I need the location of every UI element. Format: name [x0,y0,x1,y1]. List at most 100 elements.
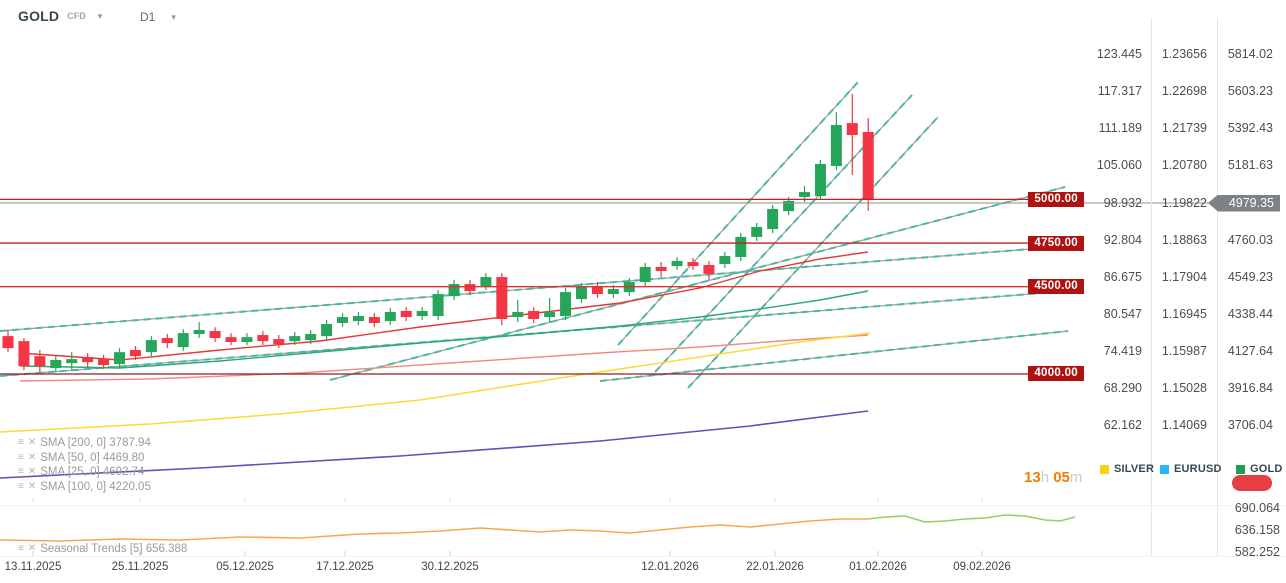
candle-body [289,336,301,342]
silver-axis-value: 123.445 [1096,47,1142,61]
date-axis-separator [0,556,1286,557]
candle-body [241,337,253,343]
price-level-label: 4000.00 [1028,366,1084,382]
date-label: 09.02.2026 [953,561,1011,573]
candle-body [862,132,874,200]
gold-axis-value: 5392.43 [1227,121,1273,135]
candle-body [50,360,62,369]
eurusd-axis-value: 1.22698 [1161,84,1207,98]
gold-axis-value: 4338.44 [1227,307,1273,321]
candle-body [432,294,444,317]
indicator-settings-icon[interactable]: ≡ [18,451,24,463]
date-label: 17.12.2025 [316,561,374,573]
candle-body [161,338,173,344]
eurusd-axis-value: 1.21739 [1161,121,1207,135]
channel-line-dashed [687,116,939,389]
candle-body [321,324,333,337]
gold-axis-value: 4127.64 [1227,344,1273,358]
indicator-close-icon[interactable]: ✕ [27,437,37,448]
date-label: 30.12.2025 [421,561,479,573]
candle-body [496,277,508,319]
sma-indicator-label: SMA [50, 0] 4469.80 [40,451,145,464]
candle-body [209,331,221,339]
candle-body [114,352,126,365]
indicator-close-icon[interactable]: ✕ [27,466,37,478]
candle-body [464,284,476,292]
candle-body [544,311,556,318]
candle-body [145,340,157,353]
candle-body [384,311,396,322]
gold-axis-value: 5603.23 [1227,84,1273,98]
silver-axis-value: 86.675 [1103,270,1142,284]
silver-axis-value: 62.162 [1103,418,1142,432]
candle-body [512,311,524,318]
indicator-settings-icon[interactable]: ≡ [18,543,24,554]
eurusd-axis-value: 1.15028 [1161,381,1207,395]
price-level-label: 5000.00 [1028,191,1084,207]
candle-body [814,163,826,197]
date-label: 25.11.2025 [111,561,169,573]
candle-body [177,333,189,348]
seasonal-indicator-row: ≡ ✕ Seasonal Trends [5] 656.388 [18,542,187,556]
channel-line [617,81,859,346]
candle-body [273,339,285,345]
symbol-selector[interactable]: GOLD CFD ▾ [18,8,102,24]
indicator-settings-icon[interactable]: ≡ [18,437,24,448]
indicator-close-icon[interactable]: ✕ [27,451,37,463]
indicator-close-icon[interactable]: ✕ [27,480,37,492]
sma-100-line [19,334,869,382]
candle-body [751,226,763,237]
legend-label: GOLD [1250,463,1283,475]
candle-body [352,316,364,322]
sma-indicator-row: ≡ ✕ SMA [100, 0] 4220.05 [18,480,151,494]
candle-body [337,317,349,323]
silver-axis-value: 74.419 [1103,344,1142,358]
chevron-down-icon[interactable]: ▾ [171,11,176,22]
legend-swatch-icon [1160,464,1169,474]
legend-label: EURUSD [1174,463,1222,475]
symbol-name: GOLD [18,8,60,24]
sma-indicator-row: ≡ ✕ SMA [50, 0] 4469.80 [18,451,144,465]
chevron-down-icon[interactable]: ▾ [97,10,103,21]
candle-countdown-timer: 13h 05m [1024,469,1082,486]
candle-body [799,192,810,197]
candle-body [703,265,715,274]
eurusd-axis-value: 1.20780 [1161,158,1207,172]
timeframe-selector[interactable]: D1 ▾ [140,10,176,24]
channel-line-dashed [329,186,1066,381]
silver-axis-value: 117.317 [1097,84,1142,98]
eurusd-axis-value: 1.14069 [1161,418,1207,432]
timer-m-unit: m [1069,469,1083,486]
timer-h-unit: h [1040,469,1050,486]
eurusd-axis-value: 1.18863 [1161,233,1207,247]
candle-body [591,285,603,295]
timeframe-label: D1 [140,10,156,24]
sma-200-line [0,410,869,479]
indicator-settings-icon[interactable]: ≡ [18,480,24,492]
candle-body [129,350,141,357]
indicator-close-icon[interactable]: ✕ [27,543,37,554]
legend-item-silver[interactable]: SILVER [1100,463,1154,475]
eurusd-axis-value: 1.23656 [1161,47,1207,61]
sma-indicator-label: SMA [200, 0] 3787.94 [40,437,151,449]
seasonal-future-line [867,514,1076,523]
gold-axis-value: 5181.63 [1227,158,1273,172]
channel-line-dashed [0,245,1069,332]
silver-axis-value: 80.547 [1103,307,1142,321]
candle-body [655,266,667,271]
candle-body [34,356,46,367]
candle-body [448,284,460,297]
candle-body [783,200,795,212]
candle-body [82,357,94,363]
date-label: 22.01.2026 [746,561,804,573]
candle-body [735,236,747,258]
axis-separator [1217,18,1218,556]
legend-item-gold[interactable]: GOLD [1236,463,1283,475]
legend-item-eurusd[interactable]: EURUSD [1160,463,1222,475]
indicator-settings-icon[interactable]: ≡ [18,466,24,478]
candle-body [193,329,205,334]
date-label: 12.01.2026 [641,561,699,573]
candle-body [719,255,731,264]
candle-body [225,337,237,343]
